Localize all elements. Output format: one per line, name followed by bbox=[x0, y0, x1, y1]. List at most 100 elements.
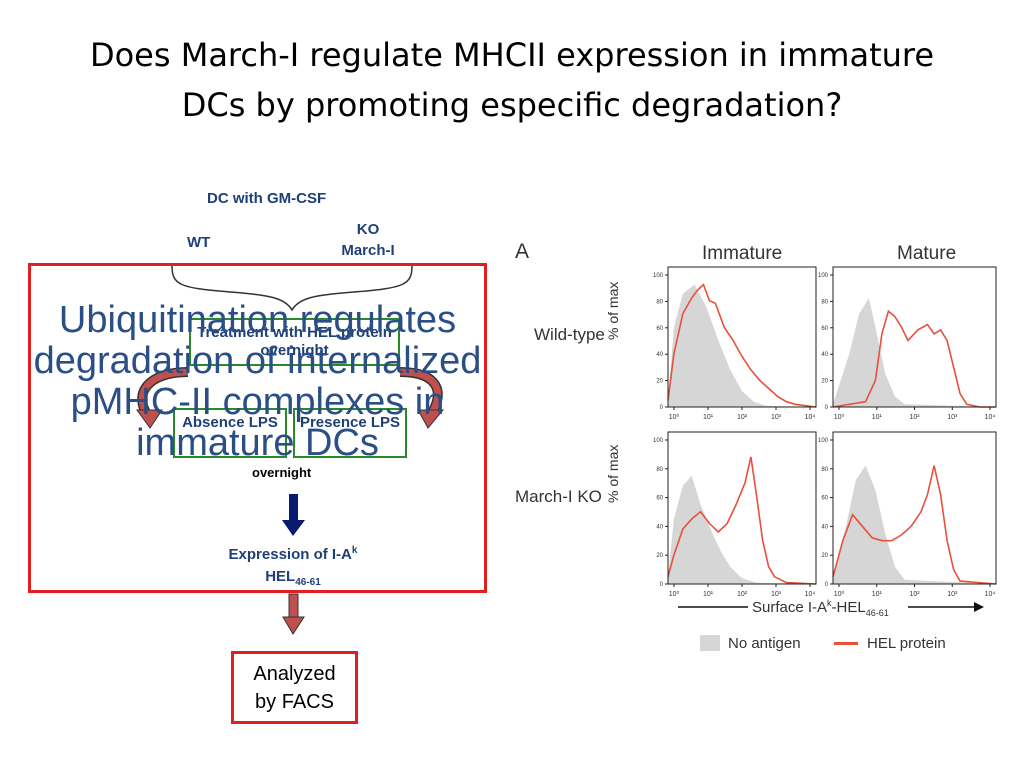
x-tick-label: 10⁴ bbox=[805, 414, 816, 421]
overnight-label: overnight bbox=[252, 465, 312, 480]
column-mature: Mature bbox=[897, 243, 957, 264]
y-tick-label: 20 bbox=[821, 553, 828, 559]
panel-label: A bbox=[515, 240, 530, 263]
down-arrow-red-head bbox=[282, 616, 305, 635]
x-tick-label: 10³ bbox=[771, 591, 782, 598]
no-antigen-area bbox=[668, 284, 816, 407]
ko-label: KO March-I bbox=[330, 219, 406, 261]
title-line-2: DCs by promoting especific degradation? bbox=[181, 86, 843, 124]
expression-label: Expression of I-Ak HEL46-61 bbox=[188, 540, 398, 594]
y-tick-label: 60 bbox=[821, 496, 828, 502]
analyzed-line2: by FACS bbox=[255, 691, 334, 713]
x-tick-label: 10³ bbox=[947, 591, 958, 598]
down-arrow-blue-shaft bbox=[289, 494, 298, 522]
hel-text: HEL bbox=[265, 568, 296, 585]
ko-label-line1: KO bbox=[356, 221, 380, 238]
absence-lps-box: Absence LPS bbox=[173, 408, 287, 458]
y-tick-label: 100 bbox=[653, 273, 664, 279]
xlabel-rest: -HEL bbox=[831, 599, 866, 616]
y-tick-label: 0 bbox=[825, 405, 829, 411]
hel-sub: 46-61 bbox=[295, 577, 321, 588]
y-tick-label: 40 bbox=[821, 352, 828, 358]
slide-title: Does March-I regulate MHCII expression i… bbox=[0, 30, 1024, 130]
row-marchko: March-I KO bbox=[515, 487, 602, 506]
column-immature: Immature bbox=[702, 243, 783, 264]
x-tick-label: 10³ bbox=[947, 414, 958, 421]
down-arrow-blue-head bbox=[282, 520, 305, 536]
analyzed-line1: Analyzed bbox=[253, 663, 336, 685]
x-tick-label: 10⁰ bbox=[669, 413, 680, 421]
row-wildtype: Wild-type bbox=[534, 325, 605, 344]
x-tick-label: 10⁰ bbox=[834, 413, 845, 421]
x-tick-label: 10⁰ bbox=[669, 590, 680, 598]
y-tick-label: 80 bbox=[821, 299, 828, 305]
histogram-wt-mature: 100 80 60 40 20 0 10⁰ 10¹ 10² 10³ 10⁴ bbox=[818, 266, 997, 421]
x-tick-label: 10² bbox=[909, 414, 920, 421]
ko-label-line2: March-I bbox=[341, 242, 395, 259]
y-tick-label: 20 bbox=[821, 379, 828, 385]
histogram-ko-immature: 100 80 60 40 20 0 10⁰ 10¹ 10² 10³ 10⁴ bbox=[653, 431, 817, 598]
x-tick-label: 10¹ bbox=[872, 414, 883, 421]
x-tick-label: 10¹ bbox=[703, 591, 714, 598]
legend-no-antigen: No antigen bbox=[728, 635, 801, 652]
x-tick-label: 10⁴ bbox=[805, 591, 816, 598]
hel-line bbox=[667, 283, 817, 408]
curved-arrow-left-inner bbox=[138, 368, 189, 418]
curved-arrow-left-head bbox=[136, 409, 163, 429]
no-antigen-area bbox=[833, 297, 996, 407]
xlabel-text: Surface I-A bbox=[752, 599, 828, 616]
xlabel-sub: 46-61 bbox=[865, 608, 889, 618]
x-tick-label: 10⁴ bbox=[985, 414, 996, 421]
x-axis-arrowhead bbox=[974, 602, 984, 612]
overlay-caption: Ubiquitination regulates degradation of … bbox=[33, 299, 482, 464]
y-tick-label: 60 bbox=[821, 326, 828, 332]
y-tick-label: 80 bbox=[821, 467, 828, 473]
y-tick-label: 20 bbox=[656, 553, 663, 559]
no-antigen-area bbox=[833, 465, 996, 584]
wt-label: WT bbox=[187, 234, 211, 251]
y-tick-label: 20 bbox=[656, 379, 663, 385]
treatment-box: Treatment with HEL protein overnight bbox=[189, 318, 400, 366]
x-tick-label: 10⁴ bbox=[985, 591, 996, 598]
y-tick-label: 0 bbox=[825, 582, 829, 588]
x-tick-label: 10¹ bbox=[872, 591, 883, 598]
y-tick-label: 100 bbox=[818, 438, 829, 444]
no-antigen-area bbox=[668, 475, 816, 584]
title-line-1: Does March-I regulate MHCII expression i… bbox=[89, 36, 935, 74]
y-tick-label: 40 bbox=[656, 524, 663, 530]
presence-lps-box: Presence LPS bbox=[293, 408, 407, 458]
y-tick-label: 80 bbox=[656, 299, 663, 305]
dc-header: DC with GM-CSF bbox=[207, 190, 327, 207]
x-tick-label: 10² bbox=[909, 591, 920, 598]
legend-swatch-no-antigen bbox=[700, 635, 720, 651]
x-tick-label: 10² bbox=[737, 591, 748, 598]
x-tick-label: 10³ bbox=[771, 414, 782, 421]
expression-sup: k bbox=[351, 545, 358, 556]
y-tick-label: 60 bbox=[656, 496, 663, 502]
x-tick-label: 10¹ bbox=[703, 414, 714, 421]
y-tick-label: 100 bbox=[818, 273, 829, 279]
y-tick-label: 100 bbox=[653, 438, 664, 444]
hel-line bbox=[832, 309, 996, 408]
y-tick-label: 80 bbox=[656, 467, 663, 473]
curved-arrow-right-head bbox=[417, 409, 445, 429]
y-tick-label: 0 bbox=[660, 405, 664, 411]
histogram-wt-immature: 100 80 60 40 20 0 10⁰ 10¹ 10² 10³ 10⁴ bbox=[653, 266, 817, 421]
y-tick-label: 40 bbox=[656, 352, 663, 358]
x-axis-label: Surface I-Ak-HEL46-61 bbox=[752, 598, 889, 618]
y-tick-label: 0 bbox=[660, 582, 664, 588]
xlabel-sup: k bbox=[827, 598, 832, 608]
hel-line bbox=[832, 465, 997, 585]
curly-brace bbox=[171, 265, 413, 312]
y-tick-label: 60 bbox=[656, 326, 663, 332]
hel-line bbox=[667, 456, 817, 585]
curved-arrow-right-inner bbox=[399, 368, 442, 418]
y-tick-label: 40 bbox=[821, 524, 828, 530]
legend-swatch-hel bbox=[834, 642, 858, 645]
x-tick-label: 10² bbox=[737, 414, 748, 421]
workflow-red-box bbox=[28, 263, 487, 593]
histogram-ko-mature: 100 80 60 40 20 0 10⁰ 10¹ 10² 10³ 10⁴ bbox=[818, 431, 997, 598]
x-tick-label: 10⁰ bbox=[834, 590, 845, 598]
